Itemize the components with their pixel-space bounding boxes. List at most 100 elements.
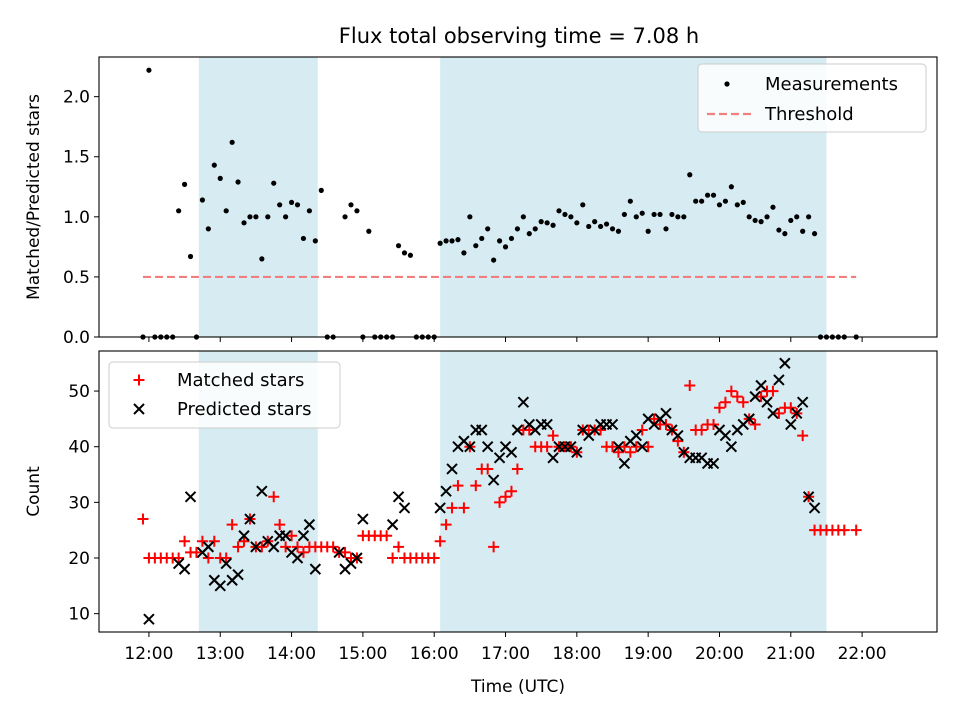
predicted-star-point — [398, 502, 411, 514]
matched-star-point — [850, 524, 862, 536]
predicted-star-point — [184, 491, 197, 503]
predicted-star-point — [749, 390, 761, 403]
predicted-star-point — [660, 407, 672, 420]
matched-star-point — [452, 480, 464, 492]
measurement-point — [187, 253, 194, 260]
measurement-point — [395, 243, 402, 249]
measurement-point — [728, 184, 734, 190]
matched-star-point — [428, 552, 440, 564]
matched-star-point — [381, 530, 393, 542]
y-tick-label: 50 — [68, 382, 90, 402]
matched-star-point — [387, 552, 399, 564]
matched-star-point — [232, 541, 244, 553]
predicted-star-point — [672, 429, 684, 442]
measurement-point — [306, 208, 312, 214]
predicted-star-point — [238, 530, 250, 542]
y-axis-label: Count — [24, 466, 44, 517]
measurement-point — [645, 228, 651, 234]
measurement-point — [271, 180, 277, 186]
measurement-point — [681, 214, 687, 220]
matched-star-point — [725, 385, 737, 397]
predicted-star-point — [618, 457, 631, 470]
predicted-star-point — [796, 396, 809, 408]
predicted-star-point — [743, 413, 755, 425]
predicted-star-point — [250, 541, 262, 553]
measurement-point — [241, 220, 247, 226]
measurement-point — [716, 202, 723, 208]
measurement-point — [253, 214, 259, 220]
matched-star-point — [684, 379, 696, 391]
matched-star-point — [238, 535, 250, 547]
predicted-star-point — [493, 452, 506, 464]
measurement-point — [508, 235, 515, 242]
matched-star-point — [494, 496, 506, 508]
measurement-point — [740, 199, 746, 206]
measurement-point — [687, 172, 693, 178]
matched-star-point — [511, 463, 523, 475]
predicted-star-point — [202, 541, 215, 553]
predicted-star-point — [785, 418, 797, 431]
matched-star-point — [624, 446, 636, 458]
measurement-point — [722, 198, 729, 204]
measurement-point — [294, 202, 301, 208]
measurement-point — [544, 220, 550, 226]
matched-star-point — [630, 441, 642, 453]
measurement-point — [550, 222, 556, 228]
measurement-point — [520, 214, 526, 220]
legend-frame — [108, 361, 341, 429]
matched-star-point — [220, 552, 232, 564]
predicted-star-point — [511, 424, 524, 436]
measurement-point — [710, 192, 717, 198]
measurement-point — [342, 214, 348, 220]
predicted-star-point — [357, 513, 369, 525]
matched-star-point — [618, 441, 630, 453]
matched-star-point — [137, 513, 149, 525]
measurement-point — [259, 256, 265, 262]
predicted-star-point — [719, 429, 732, 442]
measurement-point — [609, 226, 616, 232]
measurement-point — [758, 219, 764, 225]
measurement-point — [146, 67, 152, 73]
measurement-point — [437, 240, 443, 246]
measurement-point — [603, 221, 610, 227]
matched-star-point — [773, 407, 785, 419]
predicted-star-point — [309, 563, 322, 575]
matched-star-point — [505, 485, 517, 497]
measurement-point — [366, 228, 372, 234]
matched-star-point — [595, 424, 607, 436]
measurement-point — [247, 214, 253, 220]
y-tick-label: 0.5 — [63, 268, 90, 288]
measurement-point — [217, 175, 223, 181]
matched-star-point — [327, 541, 339, 553]
y-tick-label: 40 — [68, 438, 90, 458]
measurement-point — [205, 226, 211, 232]
predicted-star-point — [571, 446, 583, 458]
predicted-star-point — [541, 418, 553, 431]
measurement-point — [265, 214, 271, 220]
measurement-point — [181, 181, 188, 187]
predicted-star-point — [303, 518, 316, 531]
measurement-point — [734, 202, 740, 208]
predicted-star-point — [636, 440, 648, 453]
measurement-point — [443, 238, 449, 244]
measurement-point — [621, 211, 627, 218]
predicted-star-point — [333, 546, 345, 559]
matched-star-point — [636, 424, 648, 436]
legend-label-matched: Matched stars — [177, 370, 304, 391]
measurement-point — [526, 231, 532, 237]
x-tick-label: 19:00 — [624, 644, 673, 664]
measurement-point — [663, 226, 669, 232]
predicted-star-point — [232, 568, 244, 581]
measurement-point — [811, 231, 818, 237]
measurement-point — [633, 214, 639, 220]
predicted-star-point — [291, 552, 304, 564]
measurement-point — [223, 208, 229, 214]
measurement-point — [568, 214, 574, 220]
measurement-point — [491, 257, 497, 263]
matched-star-point — [446, 502, 458, 514]
measurement-point — [669, 211, 675, 218]
x-tick-label: 12:00 — [124, 644, 173, 664]
legend-frame — [697, 63, 927, 133]
measurement-point — [675, 214, 681, 220]
bottom-axes: 10 20 30 40 50 12:00 13:00 14:00 15:00 16:00 17:00… — [24, 350, 938, 697]
